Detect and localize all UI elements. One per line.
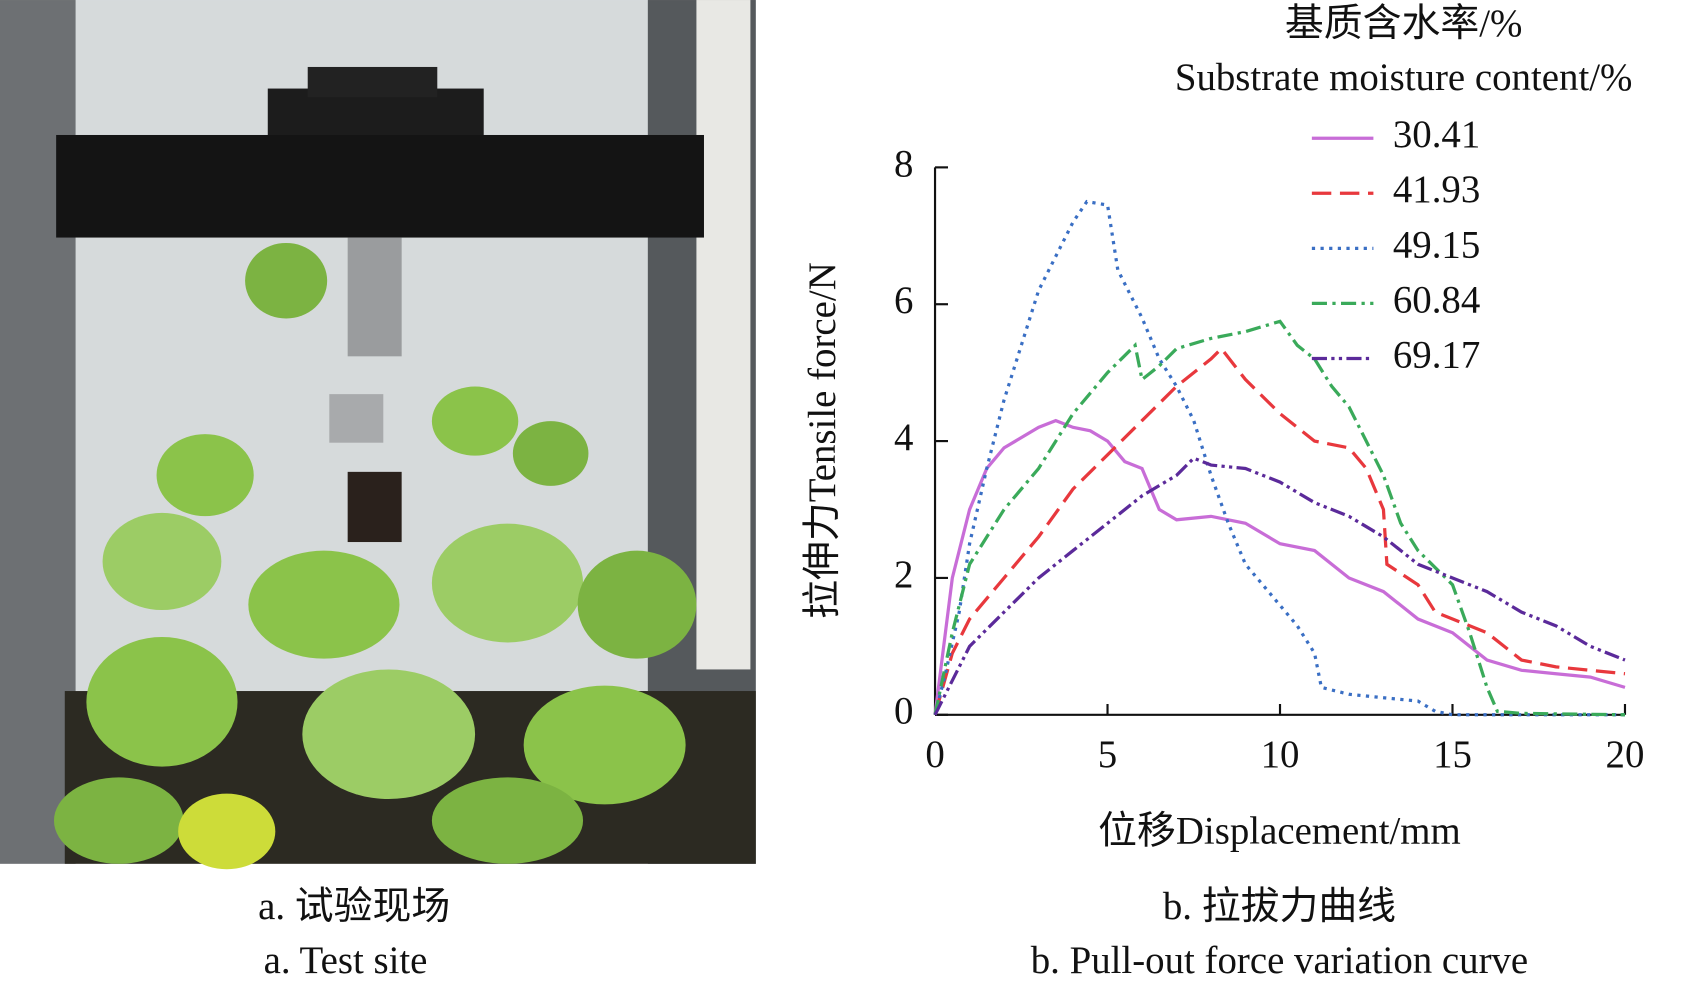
y-tick-label: 4 (894, 416, 913, 459)
machine-column (0, 0, 76, 864)
series-line (933, 199, 1625, 717)
leaf (102, 512, 222, 611)
y-tick-label: 2 (894, 553, 913, 596)
seedling-pot (347, 471, 402, 543)
series-line (933, 319, 1625, 717)
leaf (53, 777, 184, 864)
scale-ruler (696, 0, 751, 670)
caption-a-en: a. Test site (264, 939, 428, 982)
caption-a-cn: a. 试验现场 (258, 885, 450, 928)
leaf (577, 550, 697, 659)
x-tick-label: 0 (925, 733, 944, 776)
x-tick-label: 20 (1606, 733, 1645, 776)
leaf (523, 685, 686, 805)
y-axis-label: 拉伸力Tensile force/N (801, 262, 844, 619)
legend-label: 49.15 (1393, 223, 1480, 266)
load-cell-top (307, 66, 438, 98)
leaf (431, 523, 584, 643)
leaf (86, 637, 238, 767)
legend-title: 基质含水率/% (1285, 2, 1522, 45)
leaf (178, 793, 276, 870)
caption-b-cn: b. 拉拔力曲线 (1163, 885, 1396, 928)
leaf (512, 421, 589, 486)
y-tick-label: 6 (894, 279, 913, 322)
legend-label: 41.93 (1393, 168, 1480, 211)
clamp (347, 237, 402, 357)
leaf (245, 242, 328, 319)
test-site-photo (0, 0, 756, 870)
x-tick-label: 15 (1433, 733, 1472, 776)
x-axis-label: 位移Displacement/mm (1098, 810, 1461, 853)
grip (329, 394, 384, 443)
y-tick-label: 0 (894, 690, 913, 733)
series-line (933, 418, 1626, 715)
x-tick-label: 10 (1261, 733, 1300, 776)
legend-label: 69.17 (1393, 333, 1480, 376)
y-tick-label: 8 (894, 142, 913, 185)
series-line (933, 346, 1626, 716)
crossbar (56, 134, 704, 238)
legend-label: 30.41 (1393, 113, 1480, 156)
leaf (248, 550, 400, 659)
legend-label: 60.84 (1393, 278, 1480, 321)
leaf (302, 669, 476, 800)
legend-title: Substrate moisture content/% (1175, 56, 1633, 99)
series-line (933, 456, 1626, 716)
leaf (431, 386, 519, 456)
x-tick-label: 5 (1098, 733, 1117, 776)
caption-b-en: b. Pull-out force variation curve (1031, 939, 1528, 982)
leaf (431, 777, 584, 864)
leaf (156, 434, 254, 517)
